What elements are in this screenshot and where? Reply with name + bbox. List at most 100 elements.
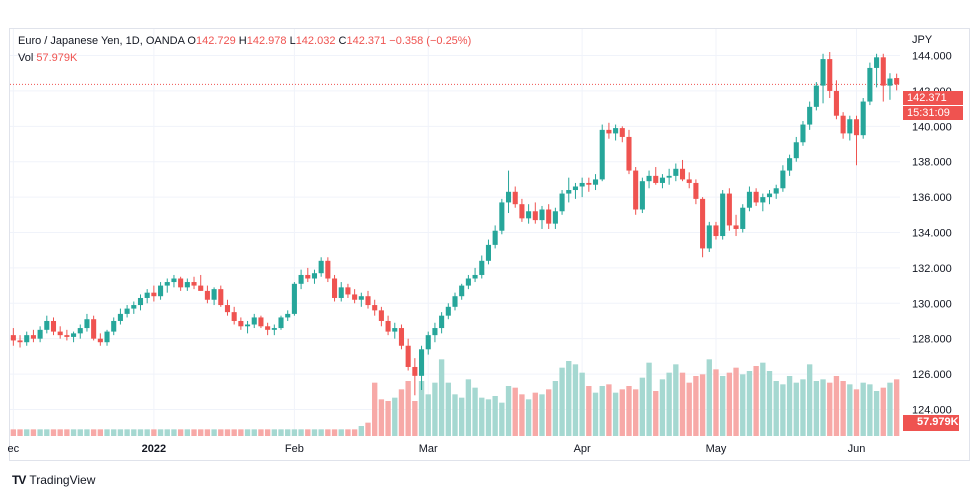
volume-bar — [753, 366, 759, 436]
brand-name: TradingView — [29, 473, 96, 487]
ohlc-legend: Euro / Japanese Yen, 1D, OANDA O142.729 … — [18, 35, 471, 47]
volume-bar — [579, 372, 585, 436]
volume-bar — [184, 429, 191, 436]
candle-body — [666, 175, 672, 178]
volume-bar — [70, 429, 77, 436]
volume-bar — [271, 429, 277, 436]
candle-body — [224, 305, 231, 313]
volume-bar — [606, 384, 612, 436]
candle-body — [44, 320, 50, 330]
volume-bar — [800, 379, 806, 436]
candle-body — [492, 230, 498, 245]
candle-body — [827, 59, 833, 91]
candle-body — [332, 278, 338, 298]
volume-label[interactable]: Vol — [18, 52, 34, 64]
volume-bar — [793, 382, 799, 436]
volume-bar — [50, 429, 57, 436]
volume-bar — [873, 391, 880, 436]
candle-body — [847, 119, 853, 134]
candle-body — [378, 310, 384, 321]
volume-bar — [532, 392, 538, 436]
volume-bar — [726, 372, 733, 436]
volume-bar — [853, 389, 860, 436]
volume-bar — [693, 376, 699, 436]
volume-bar — [740, 374, 746, 436]
volume-bar — [418, 381, 425, 436]
volume-bar — [338, 429, 344, 436]
volume-tag: 57.979K — [903, 415, 959, 431]
candle-body — [291, 283, 297, 314]
candle-body — [352, 294, 358, 300]
candle-body — [398, 328, 405, 346]
candle-body — [552, 211, 558, 224]
volume-bar — [392, 397, 398, 436]
candle-body — [740, 207, 746, 229]
volume-bar — [492, 396, 498, 436]
footer[interactable]: TV TradingView — [12, 473, 95, 487]
candle-body — [840, 115, 846, 134]
volume-bar — [766, 371, 773, 436]
volume-bar — [164, 429, 170, 436]
volume-bar — [840, 381, 846, 436]
volume-bar — [880, 387, 886, 436]
volume-bar — [633, 389, 639, 436]
volume-bar — [17, 429, 23, 436]
volume-bar — [358, 426, 364, 436]
candle-body — [104, 331, 110, 343]
y-tick-label: 138.000 — [912, 157, 952, 169]
volume-bar — [24, 429, 30, 436]
candle-body — [245, 324, 251, 327]
volume-bar — [97, 429, 104, 436]
volume-bar — [264, 429, 271, 436]
volume-bar — [157, 429, 164, 436]
candle-body — [613, 128, 619, 134]
x-tick-label: 2022 — [142, 443, 166, 455]
volume-bar — [780, 384, 786, 436]
volume-bar — [539, 394, 545, 436]
candle-body — [619, 128, 625, 137]
candle-body — [726, 193, 732, 226]
candle-body — [238, 320, 244, 327]
candle-body — [405, 345, 411, 367]
volume-bar — [425, 394, 431, 436]
candle-body — [746, 191, 752, 208]
volume-bar — [278, 429, 284, 436]
volume-bar — [291, 429, 298, 436]
volume-bar — [405, 381, 411, 436]
candle-body — [546, 209, 552, 224]
tradingview-logo-icon: TV — [12, 473, 26, 487]
candle-body — [392, 328, 398, 332]
volume-bar — [833, 376, 840, 436]
high-label: H — [238, 35, 247, 47]
low-value: 142.032 — [295, 35, 336, 47]
volume-bar — [104, 429, 110, 436]
volume-bar — [679, 372, 686, 436]
volume-bar — [432, 382, 438, 436]
candle-body — [713, 225, 719, 237]
candle-body — [793, 142, 799, 159]
candle-body — [144, 292, 150, 298]
candle-body — [559, 193, 565, 212]
volume-bar — [813, 381, 820, 436]
volume-bar — [465, 379, 472, 436]
volume-bar — [485, 399, 492, 436]
volume-bar — [499, 402, 505, 436]
symbol-title[interactable]: Euro / Japanese Yen, 1D, OANDA — [18, 35, 185, 47]
candle-body — [800, 124, 806, 143]
volume-bar — [171, 429, 177, 436]
volume-bar — [445, 382, 451, 436]
y-tick-label: 140.000 — [912, 121, 952, 133]
candle-body — [164, 282, 170, 286]
low-label: L — [289, 35, 296, 47]
volume-bar — [77, 429, 83, 436]
volume-bar — [345, 429, 351, 436]
candle-body — [639, 181, 645, 210]
volume-bar — [372, 382, 378, 436]
candle-body — [124, 308, 130, 314]
candle-body — [653, 175, 659, 183]
candle-body — [84, 319, 90, 329]
candle-body — [298, 274, 304, 284]
candle-body — [117, 313, 123, 321]
candle-body — [57, 331, 63, 336]
